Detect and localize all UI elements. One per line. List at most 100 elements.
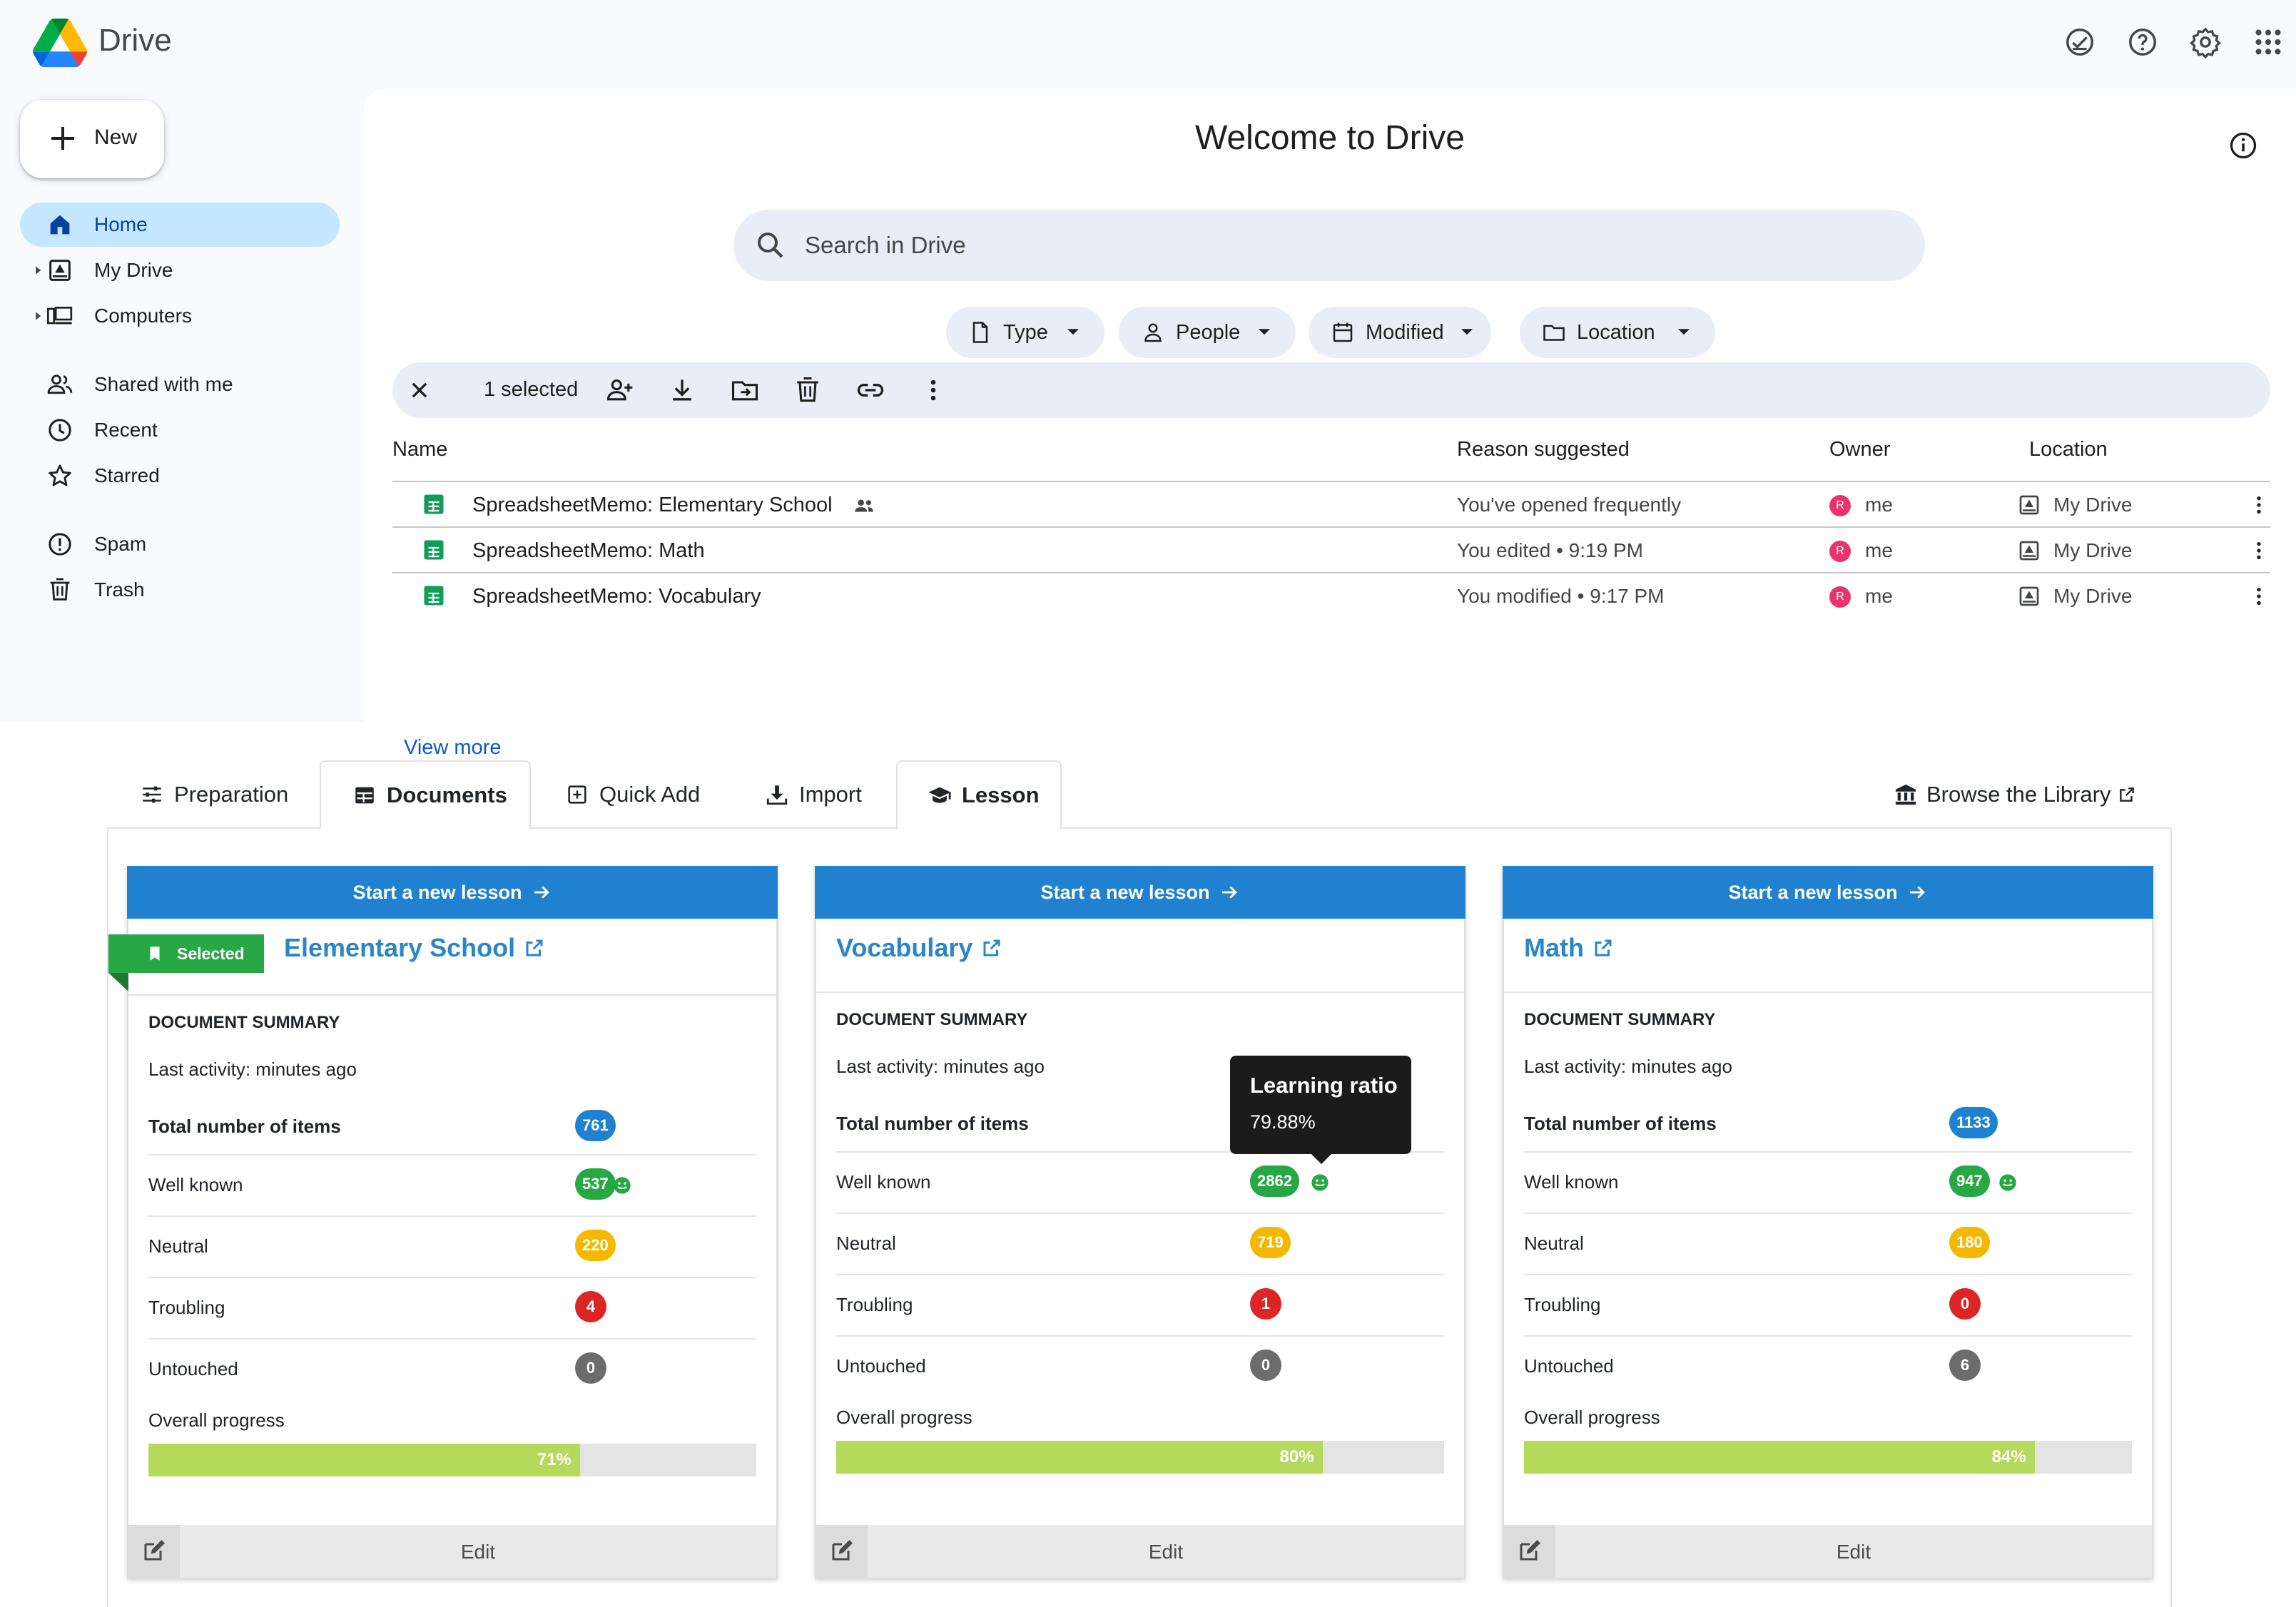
expand-arrow-icon[interactable] [33,311,43,321]
more-vert-icon[interactable] [2247,494,2270,516]
card-footer[interactable]: Edit [1504,1525,2152,1578]
file-name[interactable]: SpreadsheetMemo: Math [472,539,705,562]
sidebar-item-recent[interactable]: Recent [20,408,340,452]
start-lesson-button[interactable]: Start a new lesson [127,866,778,919]
file-location[interactable]: My Drive [2053,494,2133,516]
external-link-icon [526,939,543,956]
expand-arrow-icon[interactable] [33,265,43,275]
tab-documents[interactable]: Documents [320,760,531,829]
edit-button[interactable]: Edit [1148,1541,1184,1563]
smile-icon[interactable] [1310,1173,1330,1193]
browse-library-link[interactable]: Browse the Library [1894,760,2136,829]
tab-preparation[interactable]: Preparation [140,760,288,829]
more-vert-icon[interactable] [2247,539,2270,562]
edit-icon-box[interactable] [816,1525,868,1578]
sidebar-item-shared[interactable]: Shared with me [20,362,340,407]
troubling-badge: 0 [1949,1288,1981,1320]
sidebar-item-spam[interactable]: Spam [20,522,340,566]
close-icon[interactable] [404,374,435,406]
tab-import[interactable]: Import [765,760,862,829]
my-drive-icon [2019,541,2039,561]
edit-button[interactable]: Edit [1836,1541,1871,1563]
search-icon[interactable] [753,228,788,262]
new-button-label: New [94,126,138,149]
more-vert-icon[interactable] [918,374,949,406]
more-vert-icon[interactable] [2247,585,2270,608]
owner-name: me [1865,539,1893,561]
sidebar-item-computers[interactable]: Computers [20,294,340,338]
search-bar[interactable] [733,210,1925,281]
search-input[interactable] [805,224,1875,267]
progress-bar: 71% [148,1444,756,1476]
drive-logo-icon[interactable] [33,19,87,67]
column-header-name[interactable]: Name [392,438,448,461]
link-icon[interactable] [855,374,886,406]
stat-label: Untouched [1524,1355,1614,1377]
column-header-reason: Reason suggested [1457,438,1630,461]
filter-type-chip[interactable]: Type [946,307,1104,358]
stat-label: Troubling [148,1297,225,1318]
sidebar-item-starred[interactable]: Starred [20,454,340,498]
view-more-link[interactable]: View more [404,736,502,759]
download-icon[interactable] [666,374,698,406]
smile-icon[interactable] [1998,1173,2018,1193]
document-title-link[interactable]: Math [1524,933,1614,963]
card-footer[interactable]: Edit [816,1525,1464,1578]
summary-header: DOCUMENT SUMMARY [1524,1010,1716,1029]
apps-grid-icon[interactable] [2252,26,2285,58]
stat-troubling: Troubling 0 [1524,1275,2132,1337]
edit-icon-box[interactable] [1504,1525,1555,1578]
filter-people-chip[interactable]: People [1119,307,1296,358]
file-name[interactable]: SpreadsheetMemo: Vocabulary [472,585,761,608]
arrow-right-icon [1909,886,1925,899]
move-icon[interactable] [729,374,761,406]
arrow-right-icon [1221,886,1237,899]
table-row[interactable]: SpreadsheetMemo: Elementary School You'v… [392,481,2270,526]
stat-total: Total number of items [836,1110,1444,1153]
spam-icon [49,533,71,556]
edit-icon-box[interactable] [128,1525,180,1578]
card-footer[interactable]: Edit [128,1525,776,1578]
smile-icon[interactable] [612,1175,632,1195]
start-lesson-button[interactable]: Start a new lesson [1503,866,2153,919]
info-icon[interactable] [2228,130,2259,161]
delete-icon[interactable] [792,374,823,406]
dropdown-arrow-icon [1067,329,1079,335]
selection-toolbar: 1 selected [392,362,2270,418]
sidebar-item-trash[interactable]: Trash [20,568,340,612]
filter-location-chip[interactable]: Location [1520,307,1715,358]
edit-button[interactable]: Edit [460,1541,496,1563]
selected-label: Selected [177,944,245,963]
tab-label: Lesson [962,782,1040,807]
file-location[interactable]: My Drive [2053,585,2133,607]
progress-fill: 84% [1524,1441,2035,1474]
sidebar-item-label: Shared with me [94,373,233,395]
tab-quick-add[interactable]: Quick Add [565,760,700,829]
document-title-link[interactable]: Elementary School [284,933,545,963]
sidebar-item-home[interactable]: Home [20,203,340,247]
table-row[interactable]: SpreadsheetMemo: Vocabulary You modified… [392,572,2270,618]
sliders-icon [143,786,161,803]
new-button[interactable]: New [20,100,164,178]
dropdown-arrow-icon [1678,329,1690,335]
table-icon [355,787,374,804]
plus-icon [51,127,74,150]
shared-people-icon [855,499,873,512]
file-icon [972,322,988,343]
offline-ready-icon[interactable] [2063,26,2096,58]
file-name[interactable]: SpreadsheetMemo: Elementary School [472,494,833,516]
help-icon[interactable] [2126,26,2159,58]
settings-icon[interactable] [2189,26,2222,58]
table-row[interactable]: SpreadsheetMemo: Math You edited • 9:19 … [392,526,2270,572]
tab-lesson[interactable]: Lesson [896,760,1062,829]
external-link-icon [2120,787,2135,802]
sidebar-item-my-drive[interactable]: My Drive [20,248,340,292]
start-lesson-button[interactable]: Start a new lesson [815,866,1466,919]
filter-modified-chip[interactable]: Modified [1309,307,1491,358]
summary-header: DOCUMENT SUMMARY [148,1013,340,1032]
file-location[interactable]: My Drive [2053,539,2133,561]
share-icon[interactable] [604,374,635,406]
external-link-icon [983,939,1000,956]
edit-icon [1520,1540,1540,1561]
document-title-link[interactable]: Vocabulary [836,933,1002,963]
